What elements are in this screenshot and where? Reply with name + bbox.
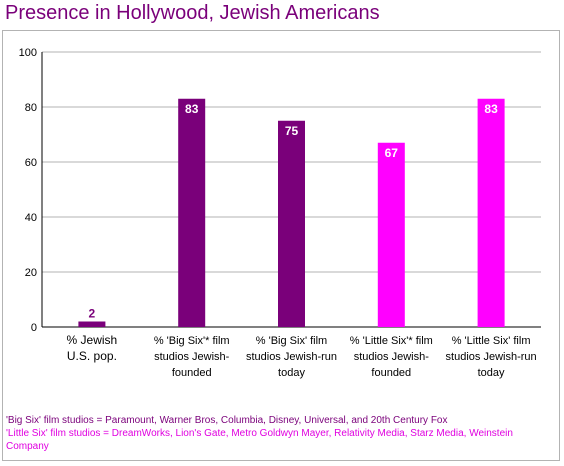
data-label: 67: [385, 146, 399, 160]
y-tick-label: 60: [25, 157, 37, 169]
x-tick-label: % 'Little Six' film studios Jewish-run tod…: [446, 335, 537, 379]
bar: [377, 142, 405, 327]
footnotes: 'Big Six' film studios = Paramount, Warn…: [6, 414, 546, 453]
data-label: 83: [185, 102, 199, 116]
little-six-note: 'Little Six' film studios = DreamWorks, …: [6, 428, 513, 452]
y-tick-label: 20: [25, 267, 37, 279]
y-tick-label: 40: [25, 212, 37, 224]
x-tick-label: % 'Little Six'* film studios Jewish-found…: [350, 335, 433, 379]
x-tick-label: % 'Big Six' film studios Jewish-run today: [246, 335, 337, 379]
x-tick-label: % Jewish U.S. pop.: [67, 333, 118, 363]
data-label: 2: [89, 307, 96, 321]
x-tick-label: % 'Big Six'* film studios Jewish-founded: [154, 335, 230, 379]
bar: [477, 98, 505, 327]
chart-frame: [2, 30, 560, 461]
chart-title: Presence in Hollywood, Jewish Americans: [5, 2, 380, 24]
y-tick-label: 0: [31, 322, 37, 334]
big-six-note: 'Big Six' film studios = Paramount, Warn…: [6, 415, 448, 426]
data-label: 75: [285, 124, 299, 138]
data-label: 83: [484, 102, 498, 116]
bar: [78, 321, 106, 327]
bar: [278, 120, 305, 327]
bar: [178, 98, 206, 327]
y-tick-label: 80: [25, 102, 37, 114]
y-tick-label: 100: [19, 47, 37, 59]
